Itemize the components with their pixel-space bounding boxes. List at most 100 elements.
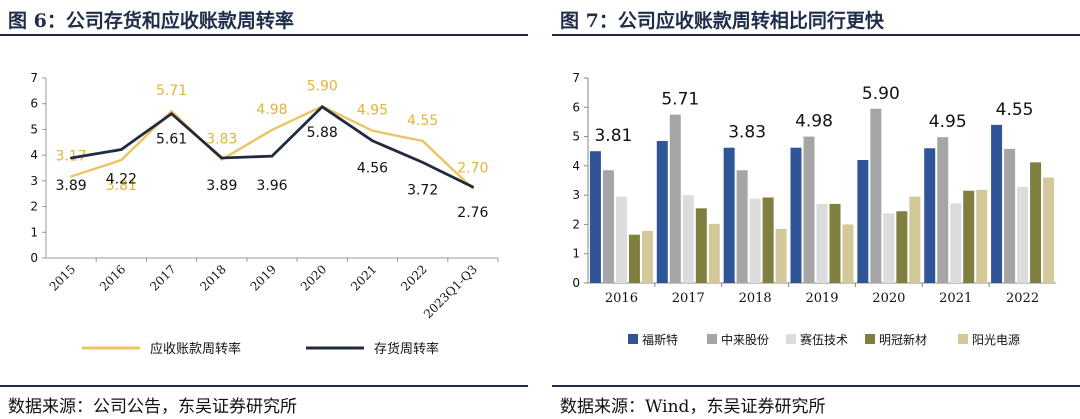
source-rule xyxy=(552,385,1080,387)
bar xyxy=(976,189,988,283)
x-tick-label: 2021 xyxy=(348,262,379,293)
figure-6-panel: 图 6：公司存货和应收账款周转率 0 1 2 3 4 5 6 7 2015 2016 2017 201… xyxy=(0,0,530,419)
x-tick-label: 2016 xyxy=(605,291,638,306)
bar xyxy=(669,114,681,283)
x-tick-label: 2020 xyxy=(298,262,329,293)
data-point xyxy=(371,129,374,132)
annotation-label: 3.83 xyxy=(728,123,766,143)
annotation-label: 4.95 xyxy=(929,112,967,132)
bar xyxy=(615,196,627,283)
bar xyxy=(723,147,735,283)
bar xyxy=(708,223,720,283)
x-tick-label: 2017 xyxy=(672,291,705,306)
legend-swatch xyxy=(786,334,796,344)
bar xyxy=(775,228,787,283)
y-tick-label: 5 xyxy=(30,122,38,136)
legend-label: 明冠新材 xyxy=(879,332,927,347)
y-tick-label: 4 xyxy=(30,148,38,162)
data-point xyxy=(220,156,223,160)
bar xyxy=(842,224,854,283)
data-point xyxy=(421,161,424,164)
data-point xyxy=(270,128,274,132)
x-tick-label: 2021 xyxy=(939,291,972,306)
data-label: 2.70 xyxy=(457,161,488,177)
y-tick-label: 0 xyxy=(30,251,38,265)
data-label: 5.90 xyxy=(307,78,338,94)
bar xyxy=(924,148,936,283)
data-point xyxy=(170,109,173,113)
bar xyxy=(1004,148,1016,283)
y-tick-label: 3 xyxy=(572,188,580,202)
data-label: 3.89 xyxy=(56,178,87,194)
bar xyxy=(937,137,949,283)
y-tick-label: 7 xyxy=(572,71,580,85)
data-label: 5.61 xyxy=(156,132,187,148)
bar xyxy=(857,160,869,283)
data-point xyxy=(471,185,475,189)
bar xyxy=(870,108,882,283)
y-tick-label: 2 xyxy=(572,217,580,231)
figure-7-panel: 图 7：公司应收账款周转相比同行更快 0 1 2 3 4 5 6 7 2016 3.81 2017 5… xyxy=(552,0,1080,419)
data-label: 3.89 xyxy=(206,178,237,194)
x-tick-label: 2018 xyxy=(197,262,228,293)
legend-label: 阳光电源 xyxy=(972,333,1020,347)
bar xyxy=(762,197,774,283)
legend-swatch xyxy=(865,334,875,344)
data-point xyxy=(120,158,123,162)
data-label: 3.17 xyxy=(56,148,87,164)
bar xyxy=(656,140,668,283)
data-label: 4.98 xyxy=(256,102,287,118)
bar xyxy=(641,230,653,283)
y-tick-label: 3 xyxy=(30,174,38,188)
data-point xyxy=(270,154,274,158)
y-tick-label: 6 xyxy=(572,100,580,114)
bar xyxy=(1030,162,1042,283)
bar xyxy=(991,124,1003,283)
x-tick-label: 2018 xyxy=(739,291,772,306)
y-tick-label: 1 xyxy=(30,225,38,239)
bar xyxy=(790,147,802,283)
annotation-label: 4.55 xyxy=(996,100,1034,120)
y-tick-label: 4 xyxy=(572,159,580,173)
source-note: 数据来源：公司公告，东吴证券研究所 xyxy=(8,397,297,417)
y-tick-label: 0 xyxy=(572,276,580,290)
data-point xyxy=(371,139,374,142)
data-point xyxy=(120,148,123,151)
annotation-label: 5.90 xyxy=(862,84,900,104)
x-tick-label: 2020 xyxy=(872,291,905,306)
bar xyxy=(628,234,640,283)
bar xyxy=(682,195,694,283)
bar xyxy=(950,203,962,283)
y-tick-label: 5 xyxy=(572,130,580,144)
legend-swatch xyxy=(707,334,717,344)
bar xyxy=(1017,186,1029,283)
x-tick-label: 2015 xyxy=(47,262,78,293)
x-tick-label: 2022 xyxy=(398,262,429,293)
legend-label: 应收账款周转率 xyxy=(150,341,241,357)
source-rule xyxy=(0,385,528,387)
x-tick-label: 2019 xyxy=(248,262,279,293)
bar xyxy=(803,136,815,283)
annotation-label: 5.71 xyxy=(661,90,699,110)
bar xyxy=(883,213,895,283)
bar xyxy=(589,151,601,283)
data-label: 4.56 xyxy=(357,161,388,177)
y-tick-label: 7 xyxy=(30,71,38,85)
bar xyxy=(602,170,614,283)
data-label: 3.83 xyxy=(206,132,237,148)
x-tick-label: 2022 xyxy=(1006,291,1039,306)
turnover-line-chart: 0 1 2 3 4 5 6 7 2015 2016 2017 2018 2019 2020 2021 2022… xyxy=(30,71,499,357)
x-tick-label: 2023Q1-Q3 xyxy=(421,262,480,321)
bar xyxy=(1043,177,1055,283)
title-rule xyxy=(0,34,528,36)
y-tick-label: 2 xyxy=(30,200,38,214)
figure-title: 图 7：公司应收账款周转相比同行更快 xyxy=(560,10,884,32)
y-tick-label: 1 xyxy=(572,247,580,261)
legend-swatch xyxy=(958,334,968,344)
data-point xyxy=(421,139,424,143)
x-tick-label: 2017 xyxy=(147,262,178,293)
annotation-label: 3.81 xyxy=(594,126,632,146)
bar xyxy=(896,211,908,283)
data-label: 4.22 xyxy=(106,171,137,187)
bar xyxy=(829,203,841,283)
